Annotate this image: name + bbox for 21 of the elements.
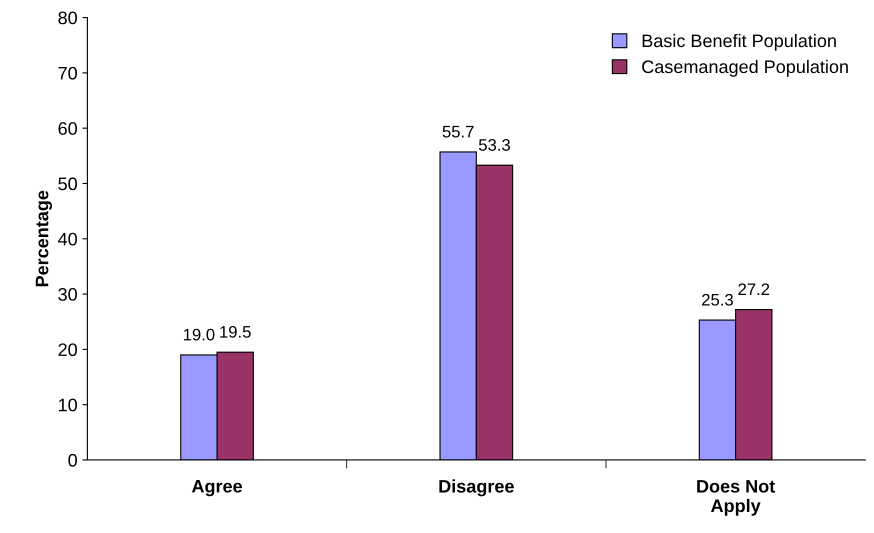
y-tick-label: 20 [58, 343, 77, 356]
x-tick-label: Does Not Apply [697, 480, 776, 516]
legend-label: Basic Benefit Population [642, 34, 836, 51]
legend-label: Casemanaged Population [642, 60, 848, 77]
y-tick-label: 10 [58, 398, 77, 412]
y-tick-label: 40 [58, 232, 77, 246]
y-axis-title: Percentage [36, 190, 52, 286]
y-tick-label: 50 [58, 177, 77, 190]
y-tick-label: 30 [58, 288, 77, 301]
data-label: 53.3 [478, 139, 510, 151]
y-tick-label: 70 [58, 66, 77, 80]
data-label: 55.7 [442, 126, 474, 138]
x-tick-label: Disagree [439, 479, 514, 496]
y-tick-label: 0 [68, 454, 77, 467]
data-label: 19.5 [220, 326, 251, 338]
data-label: 27.2 [738, 283, 770, 295]
y-tick-label: 60 [58, 122, 77, 135]
data-label: 25.3 [702, 294, 733, 306]
data-label: 19.0 [184, 328, 214, 341]
x-tick-label: Agree [192, 480, 242, 496]
y-tick-label: 80 [58, 12, 77, 24]
